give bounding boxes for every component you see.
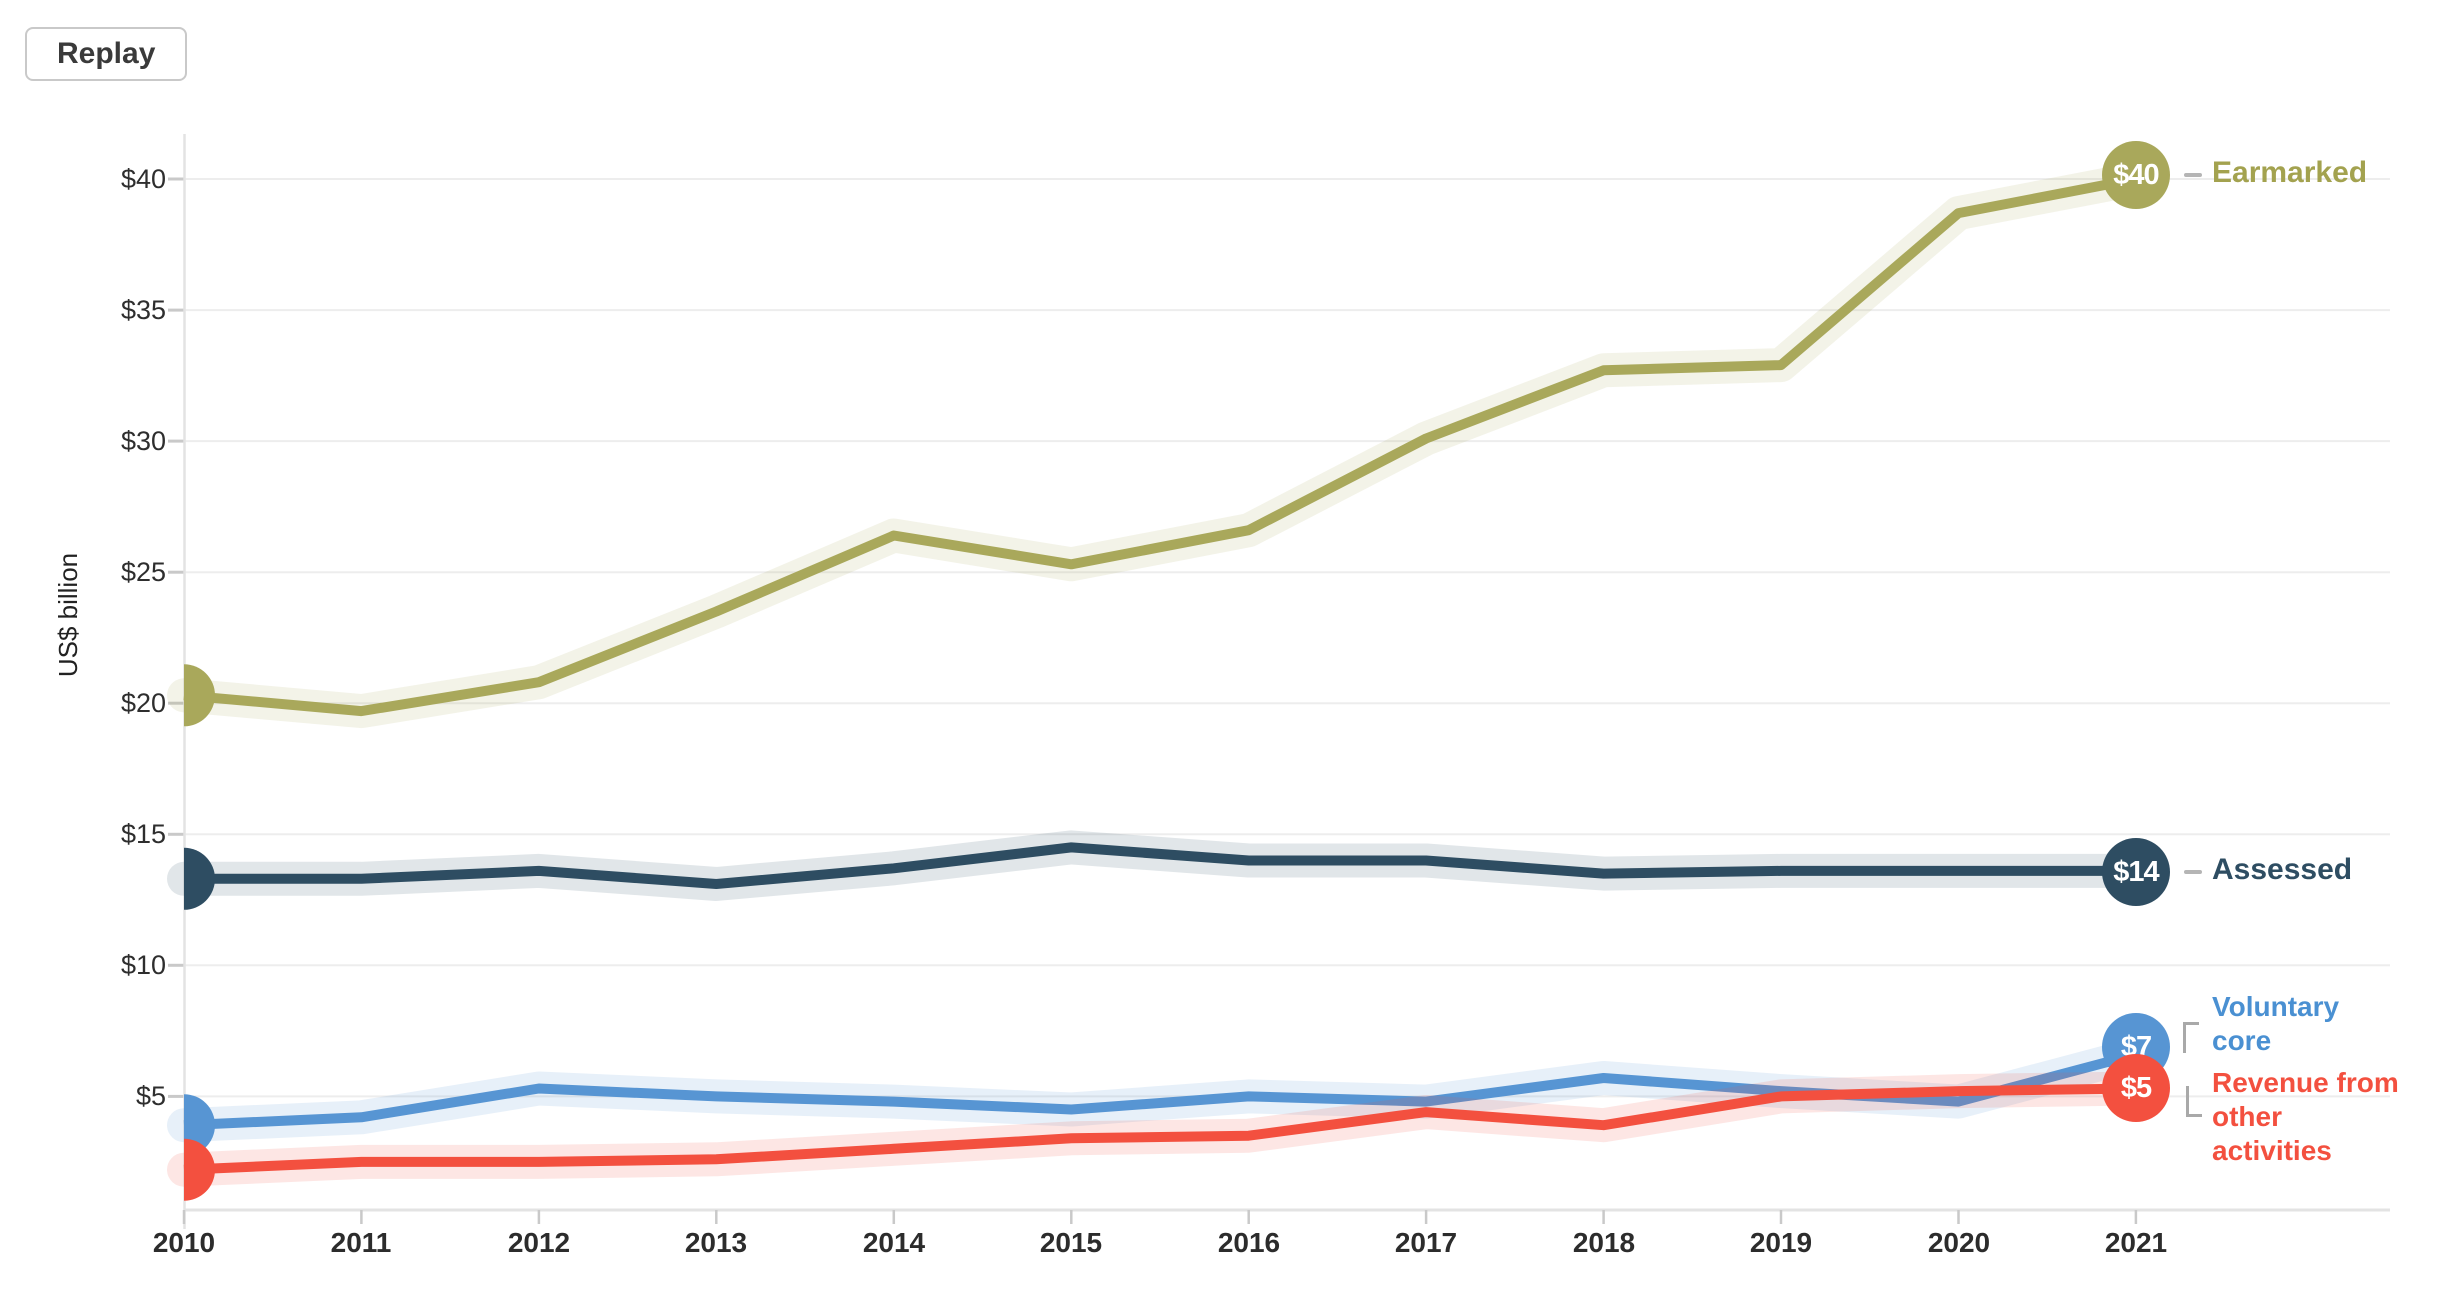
- y-tick-label: $10: [120, 950, 166, 980]
- revenue-other-label-connector: [2186, 1086, 2202, 1117]
- y-tick-label: $5: [135, 1081, 166, 1111]
- x-tick-label: 2016: [1217, 1227, 1281, 1258]
- y-tick-label: $20: [120, 688, 166, 718]
- series-line-1: [184, 842, 2136, 889]
- x-tick-label: 2012: [507, 1227, 571, 1258]
- y-axis-title: US$ billion: [53, 552, 83, 678]
- x-tick-label: 2015: [1039, 1227, 1103, 1258]
- series-start-dot-0: [184, 664, 215, 727]
- assessed-series-label: Assessed: [2212, 853, 2353, 886]
- earmarked-label-dash: [2184, 173, 2202, 177]
- x-tick-label: 2013: [684, 1227, 748, 1258]
- revenue-other-series-label: Revenue from other activities: [2212, 1067, 2399, 1166]
- assessed-value-badge: $14: [2102, 838, 2170, 906]
- assessed-label-dash: [2184, 870, 2202, 874]
- earmarked-series-label: Earmarked: [2212, 156, 2368, 189]
- x-tick-label: 2017: [1394, 1227, 1458, 1258]
- x-tick-label: 2018: [1572, 1227, 1636, 1258]
- y-tick-label: $40: [120, 164, 166, 194]
- voluntary-core-label-connector: [2183, 1022, 2199, 1053]
- series-line-3: [183, 1083, 2136, 1175]
- y-tick-label: $15: [120, 819, 166, 849]
- revenue-other-value-badge: $5: [2102, 1054, 2170, 1122]
- x-tick-label: 2014: [862, 1227, 926, 1258]
- x-tick-label: 2011: [330, 1227, 392, 1258]
- x-tick-label: 2010: [152, 1227, 216, 1258]
- y-tick-label: $30: [120, 426, 166, 456]
- series-start-dot-3: [184, 1138, 215, 1201]
- y-tick-label: $35: [120, 295, 166, 325]
- series-line-0: [183, 174, 2137, 717]
- x-tick-label: 2019: [1749, 1227, 1813, 1258]
- replay-button[interactable]: Replay: [25, 27, 188, 81]
- x-tick-label: 2021: [2104, 1227, 2168, 1258]
- series-band-0: [167, 162, 2153, 729]
- series-start-dot-1: [184, 847, 215, 910]
- voluntary-core-series-label: Voluntary core: [2212, 991, 2340, 1056]
- y-tick-label: $25: [120, 557, 166, 587]
- x-tick-label: 2020: [1927, 1227, 1991, 1258]
- earmarked-value-badge: $40: [2102, 141, 2170, 209]
